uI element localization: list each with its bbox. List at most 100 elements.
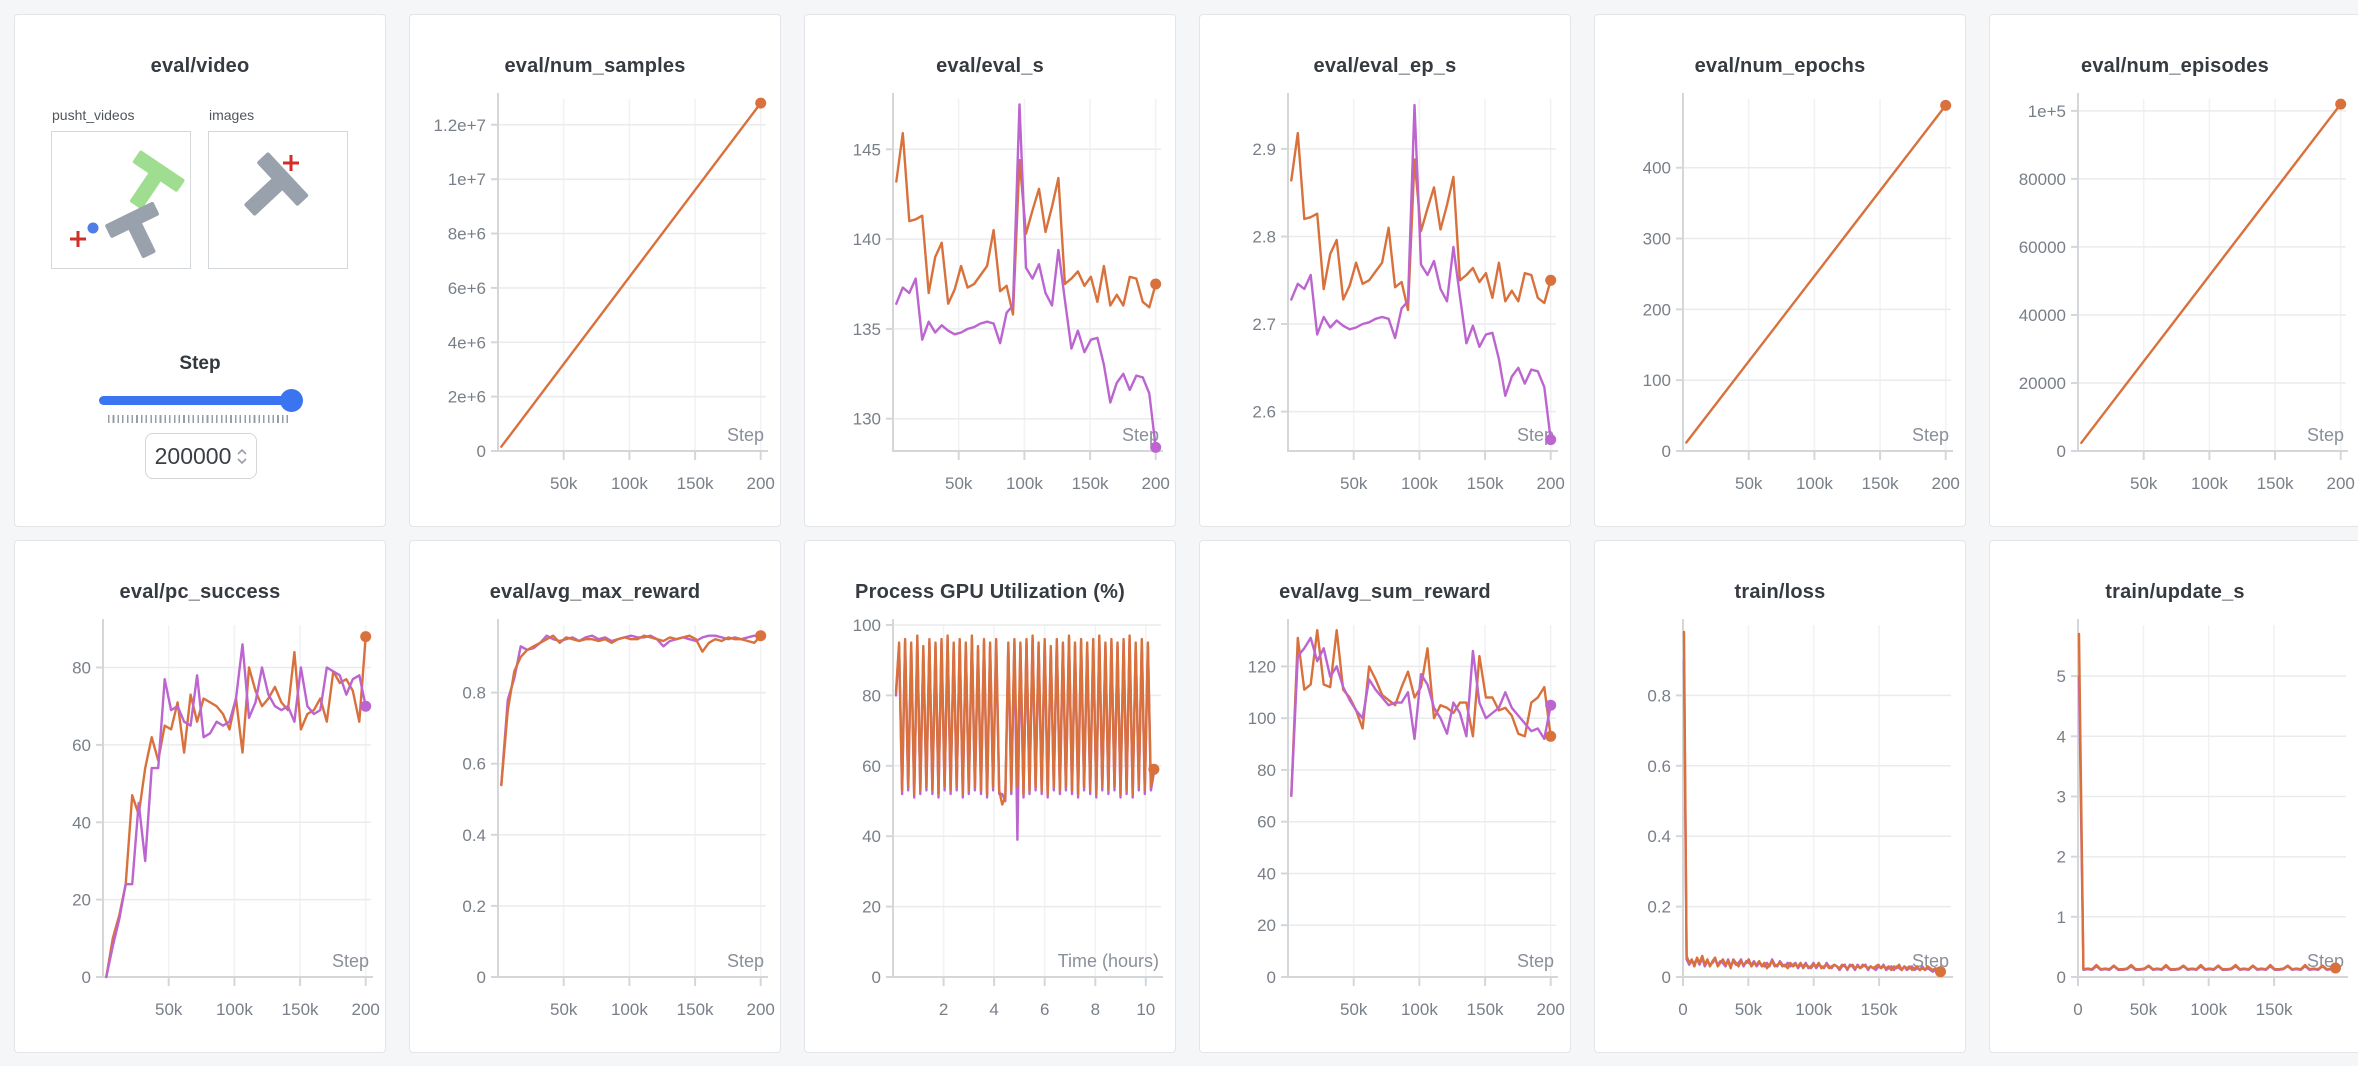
svg-text:0.6: 0.6 xyxy=(462,755,486,774)
series-line-run-purple xyxy=(1682,658,1942,973)
series-line-run-orange xyxy=(1682,630,1942,973)
svg-text:0.2: 0.2 xyxy=(1647,898,1671,917)
chart-canvas: 0 20 40 60 80 50k 100k 150k 200 Step xyxy=(72,619,380,1019)
series-line-run-orange xyxy=(105,635,367,979)
svg-text:1e+5: 1e+5 xyxy=(2028,102,2066,121)
svg-text:20000: 20000 xyxy=(2019,374,2066,393)
svg-text:10: 10 xyxy=(1136,1000,1155,1019)
svg-text:200: 200 xyxy=(1537,474,1565,493)
series-line-run-orange xyxy=(895,131,1157,316)
panel-title: eval/num_episodes xyxy=(2081,55,2269,77)
series-line-run-orange xyxy=(500,634,762,787)
pusht-goal-t-shape xyxy=(130,150,185,209)
line-chart[interactable]: 0 100 200 300 400 50k 100k 150k 200 Step xyxy=(1595,15,1965,526)
svg-text:Step: Step xyxy=(727,425,764,445)
svg-text:Step: Step xyxy=(727,951,764,971)
line-chart[interactable]: 0 20 40 60 80 100 2 4 6 8 10 Time (hours) xyxy=(805,541,1175,1052)
svg-text:0.8: 0.8 xyxy=(462,684,486,703)
svg-text:100k: 100k xyxy=(611,1000,648,1019)
line-chart[interactable]: 0 20000 40000 60000 80000 1e+5 50k 100k 150k 200 S… xyxy=(1990,15,2358,526)
svg-text:5: 5 xyxy=(2057,667,2066,686)
svg-text:100k: 100k xyxy=(1795,1000,1832,1019)
line-chart[interactable]: 0 2e+6 4e+6 6e+6 8e+6 1e+7 1.2e+7 50k 100k 150k 20… xyxy=(410,15,780,526)
svg-text:Step: Step xyxy=(2307,425,2344,445)
line-chart[interactable]: 0 20 40 60 80 50k 100k 150k 200 Step xyxy=(15,541,385,1052)
svg-text:50k: 50k xyxy=(2130,474,2158,493)
series-line-run-purple xyxy=(895,103,1157,449)
svg-text:200: 200 xyxy=(2327,474,2355,493)
series-line-run-orange xyxy=(1290,131,1552,312)
series-end-dot-run-purple xyxy=(1545,699,1557,711)
media-label: images xyxy=(209,107,255,123)
line-chart[interactable]: 130 135 140 145 50k 100k 150k 200 Step xyxy=(805,15,1175,526)
svg-text:0: 0 xyxy=(477,442,486,461)
series-end-dot-run-orange xyxy=(1545,730,1557,742)
svg-text:20: 20 xyxy=(1257,916,1276,935)
svg-text:100: 100 xyxy=(853,616,881,635)
target-cross-icon xyxy=(70,231,86,247)
chart-canvas: 0 100 200 300 400 50k 100k 150k 200 Step xyxy=(1643,93,1960,493)
svg-text:100: 100 xyxy=(1248,709,1276,728)
chart-canvas: 130 135 140 145 50k 100k 150k 200 Step xyxy=(853,93,1170,493)
svg-text:0: 0 xyxy=(872,968,881,987)
svg-text:140: 140 xyxy=(853,230,881,249)
svg-text:50k: 50k xyxy=(1340,474,1368,493)
svg-text:200: 200 xyxy=(1537,1000,1565,1019)
step-spinner[interactable] xyxy=(237,448,247,464)
svg-text:50k: 50k xyxy=(155,1000,183,1019)
svg-text:150k: 150k xyxy=(1861,1000,1898,1019)
svg-text:200: 200 xyxy=(1932,474,1960,493)
panel-title: eval/avg_max_reward xyxy=(489,581,701,603)
series-line-run-orange xyxy=(1290,628,1552,798)
panel-eval-pc-success: eval/pc_success 0 20 40 60 80 50k 100k 150k 200 S… xyxy=(14,540,386,1053)
series-end-dot-run-purple xyxy=(1150,441,1162,453)
svg-text:400: 400 xyxy=(1643,159,1671,178)
chart-canvas: 2.6 2.7 2.8 2.9 50k 100k 150k 200 Step xyxy=(1252,93,1565,493)
panel-train-update-s: train/update_s 0 1 2 3 4 5 0 50k 100k 150k Step xyxy=(1989,540,2358,1053)
svg-text:80: 80 xyxy=(1257,761,1276,780)
series-end-dot-run-orange xyxy=(2335,98,2347,110)
series-end-dot-run-orange xyxy=(1148,763,1160,775)
panel-title: eval/avg_sum_reward xyxy=(1279,581,1491,603)
series-line-run-purple xyxy=(2077,674,2337,971)
line-chart[interactable]: 2.6 2.7 2.8 2.9 50k 100k 150k 200 Step xyxy=(1200,15,1570,526)
svg-text:60: 60 xyxy=(72,736,91,755)
step-value[interactable]: 200000 xyxy=(154,442,232,469)
svg-text:150k: 150k xyxy=(1467,1000,1504,1019)
agent-dot xyxy=(87,222,99,234)
svg-text:2.8: 2.8 xyxy=(1252,228,1276,247)
line-chart[interactable]: 0 20 40 60 80 100 120 50k 100k 150k 200 Step xyxy=(1200,541,1570,1052)
panel-eval-eval-s: eval/eval_s 130 135 140 145 50k 100k 150k 200 St… xyxy=(804,14,1176,527)
svg-text:100: 100 xyxy=(1643,371,1671,390)
line-chart[interactable]: 0 0.2 0.4 0.6 0.8 50k 100k 150k 200 Step xyxy=(410,541,780,1052)
svg-text:2.6: 2.6 xyxy=(1252,403,1276,422)
pusht-video-render xyxy=(70,150,185,258)
slider-thumb[interactable] xyxy=(280,389,303,412)
svg-text:50k: 50k xyxy=(2130,1000,2158,1019)
chevron-up-icon[interactable] xyxy=(237,448,247,455)
series-end-dot-run-orange xyxy=(1935,966,1946,978)
chevron-down-icon[interactable] xyxy=(237,457,247,464)
svg-text:0: 0 xyxy=(477,968,486,987)
slider-tick-marks xyxy=(108,415,289,423)
panel-title: eval/eval_ep_s xyxy=(1313,55,1457,77)
svg-text:80: 80 xyxy=(862,686,881,705)
pusht-block-t-shape xyxy=(105,201,159,258)
svg-text:Time (hours): Time (hours) xyxy=(1058,951,1159,971)
line-chart[interactable]: 0 0.2 0.4 0.6 0.8 0 50k 100k 150k Step xyxy=(1595,541,1965,1052)
step-slider[interactable] xyxy=(99,389,303,423)
chart-canvas: 0 2e+6 4e+6 6e+6 8e+6 1e+7 1.2e+7 50k 100k 150k 20… xyxy=(434,93,775,493)
pusht-image-thumbnail[interactable] xyxy=(208,131,348,269)
svg-text:0.8: 0.8 xyxy=(1647,686,1671,705)
svg-text:0.4: 0.4 xyxy=(1647,827,1671,846)
svg-text:150k: 150k xyxy=(282,1000,319,1019)
svg-text:0: 0 xyxy=(2057,442,2066,461)
series-line-run-orange xyxy=(1685,104,1947,444)
svg-text:4: 4 xyxy=(2057,727,2066,746)
slider-track[interactable] xyxy=(99,396,299,405)
svg-text:6: 6 xyxy=(1040,1000,1049,1019)
step-number-input[interactable]: 200000 xyxy=(145,433,257,479)
line-chart[interactable]: 0 1 2 3 4 5 0 50k 100k 150k Step xyxy=(1990,541,2358,1052)
pusht-video-thumbnail[interactable] xyxy=(51,131,191,269)
